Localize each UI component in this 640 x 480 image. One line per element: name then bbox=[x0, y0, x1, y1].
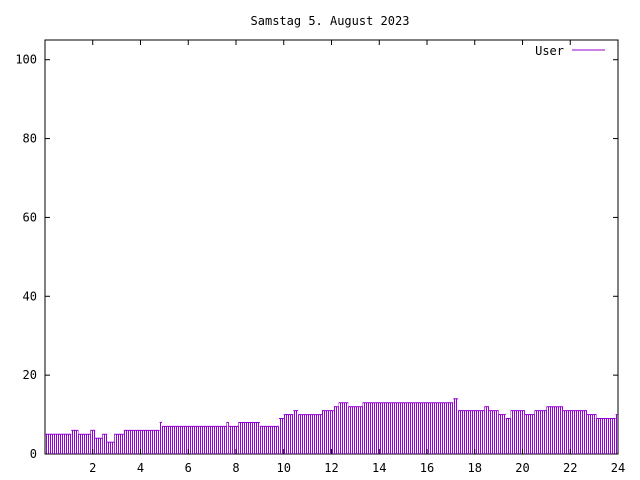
bar-segment-29 bbox=[505, 418, 511, 454]
y-tick-label-0: 0 bbox=[30, 447, 37, 461]
bar-segment-3 bbox=[90, 430, 96, 454]
bar-segment-20 bbox=[333, 406, 339, 454]
bar-segment-4 bbox=[95, 438, 103, 454]
bar-segment-17 bbox=[293, 410, 299, 454]
y-tick-label-20: 20 bbox=[23, 368, 37, 382]
bar-segment-30 bbox=[510, 410, 525, 454]
legend-label-user: User bbox=[535, 44, 564, 58]
bar-segment-1 bbox=[71, 430, 79, 454]
x-tick-label-20: 20 bbox=[515, 461, 529, 475]
bar-segment-27 bbox=[489, 410, 499, 454]
y-axis: 0 20 40 60 80 100 bbox=[15, 53, 618, 461]
bar-series-user bbox=[45, 398, 618, 454]
bar-segment-7 bbox=[114, 434, 124, 454]
bar-segment-11 bbox=[226, 422, 229, 454]
bar-segment-22 bbox=[348, 406, 363, 454]
bar-segment-10 bbox=[161, 426, 227, 454]
x-tick-label-2: 2 bbox=[89, 461, 96, 475]
x-tick-label-6: 6 bbox=[185, 461, 192, 475]
bar-segment-36 bbox=[596, 418, 616, 454]
x-tick-label-14: 14 bbox=[372, 461, 386, 475]
x-tick-label-12: 12 bbox=[324, 461, 338, 475]
bar-segment-19 bbox=[321, 410, 334, 454]
bar-segment-32 bbox=[534, 410, 547, 454]
bar-segment-8 bbox=[123, 430, 160, 454]
x-tick-label-10: 10 bbox=[277, 461, 291, 475]
bar-segment-18 bbox=[298, 414, 322, 454]
bar-segment-31 bbox=[524, 414, 535, 454]
bar-segment-25 bbox=[458, 410, 485, 454]
x-tick-label-24: 24 bbox=[611, 461, 625, 475]
bar-segment-15 bbox=[278, 418, 284, 454]
x-tick-label-18: 18 bbox=[468, 461, 482, 475]
chart-title: Samstag 5. August 2023 bbox=[251, 14, 410, 28]
bar-segment-21 bbox=[338, 402, 349, 454]
bar-segment-6 bbox=[107, 442, 115, 454]
legend: User bbox=[535, 44, 605, 58]
y-tick-label-100: 100 bbox=[15, 53, 37, 67]
bar-segment-33 bbox=[546, 406, 564, 454]
bar-segment-14 bbox=[259, 426, 279, 454]
bar-segment-5 bbox=[102, 434, 108, 454]
x-tick-label-8: 8 bbox=[232, 461, 239, 475]
plot-frame bbox=[44, 39, 619, 455]
bar-segment-0 bbox=[45, 434, 72, 454]
bar-segment-12 bbox=[228, 426, 239, 454]
bar-segment-9 bbox=[159, 422, 162, 454]
y-tick-label-60: 60 bbox=[23, 210, 37, 224]
bar-segment-26 bbox=[484, 406, 490, 454]
bar-segment-37 bbox=[615, 414, 618, 454]
bar-segment-23 bbox=[362, 402, 454, 454]
x-tick-label-16: 16 bbox=[420, 461, 434, 475]
y-tick-label-80: 80 bbox=[23, 132, 37, 146]
bar-segment-2 bbox=[78, 434, 91, 454]
bar-segment-24 bbox=[453, 398, 459, 454]
x-axis: 2 4 6 8 10 12 14 16 18 20 22 24 bbox=[89, 40, 625, 475]
x-tick-label-4: 4 bbox=[137, 461, 144, 475]
x-tick-label-22: 22 bbox=[563, 461, 577, 475]
bar-segment-13 bbox=[238, 422, 260, 454]
y-tick-label-40: 40 bbox=[23, 289, 37, 303]
bar-segment-34 bbox=[563, 410, 587, 454]
bar-segment-16 bbox=[283, 414, 294, 454]
bar-segment-35 bbox=[586, 414, 597, 454]
bar-segment-28 bbox=[498, 414, 506, 454]
